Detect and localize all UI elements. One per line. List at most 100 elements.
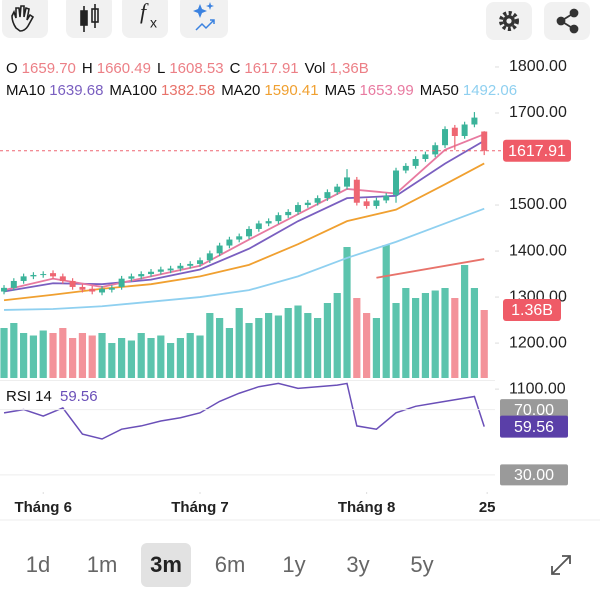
last-price-box <box>503 139 571 162</box>
ohlc-header: O 1659.70 H 1660.49 L 1608.53 C 1617.91 Vol 1,36B… <box>6 58 600 102</box>
candle-body <box>314 198 321 203</box>
volume-bar <box>402 288 410 378</box>
ma-line <box>3 133 485 292</box>
candle-body <box>59 276 66 281</box>
ai-button[interactable] <box>180 0 228 38</box>
candle-body <box>451 127 458 136</box>
timeframe-selected[interactable] <box>141 543 191 587</box>
candle-body <box>285 211 292 216</box>
candle-body <box>402 165 409 171</box>
candle-body <box>148 271 155 275</box>
volume-label-box <box>503 299 561 321</box>
candle-body <box>167 268 174 271</box>
timeframe-button[interactable]: 6m <box>215 552 246 577</box>
volume-bar <box>382 245 390 378</box>
rsi-name: RSI 14 <box>6 388 52 405</box>
volume-bar <box>59 328 67 378</box>
y-tick-label: 1400.00 <box>509 242 567 259</box>
volume-bar <box>363 313 371 378</box>
candle-body <box>216 245 223 254</box>
volume-bar <box>274 315 283 378</box>
volume-bar <box>353 298 361 378</box>
timeframe-button[interactable]: 5y <box>410 552 433 577</box>
volume-label: 1.36B <box>511 302 553 319</box>
share-button[interactable] <box>544 2 590 40</box>
indicator-button[interactable] <box>122 0 168 38</box>
ohlc-value: 1608.53 <box>169 60 224 77</box>
y-tick-label: 1500.00 <box>509 196 567 213</box>
volume-bar <box>323 303 332 378</box>
candle-body <box>108 287 115 290</box>
candle-body <box>30 274 37 277</box>
candle-body <box>265 221 272 224</box>
fx-icon: x <box>150 15 157 31</box>
x-tick-label: Tháng 8 <box>338 499 396 516</box>
ma-label: MA5 <box>324 82 356 99</box>
ma-line <box>3 162 485 302</box>
volume-bar <box>98 333 106 378</box>
ohlc-label: L <box>156 60 166 77</box>
expand-icon[interactable] <box>551 555 571 575</box>
x-tick-label: Tháng 7 <box>171 499 229 516</box>
volume-bar <box>0 328 8 378</box>
rsi-level-label: 70.00 <box>514 402 554 419</box>
ohlc-value: 1617.91 <box>244 60 299 77</box>
volume-bar <box>69 338 77 378</box>
ma-value: 1382.58 <box>160 82 216 99</box>
timeframe-button[interactable]: 1d <box>26 552 50 577</box>
ma-label: MA100 <box>109 82 157 99</box>
volume-bar <box>480 310 488 378</box>
volume-bar <box>206 313 214 378</box>
candle-body <box>344 177 351 187</box>
volume-bar <box>225 328 234 378</box>
volume-bar <box>137 333 145 378</box>
candle-body <box>422 154 429 160</box>
drawing-button[interactable] <box>2 0 48 38</box>
candle-body <box>461 124 468 136</box>
candle-body <box>20 276 27 281</box>
ma-value: 1590.41 <box>264 82 319 99</box>
volume-bar <box>167 343 175 378</box>
candle-body <box>471 117 478 125</box>
timeframe-button[interactable]: 1y <box>282 552 305 577</box>
hand-icon <box>11 5 35 32</box>
ohlc-value: 1660.49 <box>96 60 151 77</box>
last-price-label: 1617.91 <box>508 143 566 160</box>
fx-icon: f <box>140 0 149 24</box>
candle-body <box>40 274 47 276</box>
volume-bar <box>216 318 224 378</box>
candle-body <box>79 286 86 290</box>
timeframe-button[interactable]: 3m <box>150 552 182 577</box>
volume-bar <box>108 343 116 378</box>
candle-body <box>295 205 302 212</box>
candle-body <box>304 202 311 206</box>
candle-body <box>69 280 76 287</box>
volume-bar <box>196 335 204 378</box>
ma-line <box>4 207 485 311</box>
volume-bar <box>392 303 400 378</box>
candle-body <box>275 215 282 222</box>
candle-body <box>432 145 439 155</box>
volume-bar <box>421 293 430 378</box>
volume-bar <box>88 335 96 378</box>
volume-bar <box>431 290 439 378</box>
rsi-current-box <box>500 415 568 438</box>
volume-bar <box>49 333 57 378</box>
candle-body <box>236 236 243 240</box>
candle-body <box>481 131 488 151</box>
volume-bar <box>470 288 479 378</box>
volume-bar <box>294 305 302 378</box>
chart-type-button[interactable] <box>66 0 112 38</box>
rsi-line <box>3 382 485 440</box>
volume-bar <box>412 298 420 378</box>
volume-bar <box>255 318 263 378</box>
candle-body <box>383 195 390 201</box>
candle-body <box>442 129 449 146</box>
ma-value: 1639.68 <box>49 82 104 99</box>
timeframe-button[interactable]: 3y <box>346 552 369 577</box>
candle-body <box>89 288 96 292</box>
timeframe-button[interactable]: 1m <box>87 552 118 577</box>
toolbar <box>2 0 590 40</box>
candle-body <box>334 186 341 193</box>
